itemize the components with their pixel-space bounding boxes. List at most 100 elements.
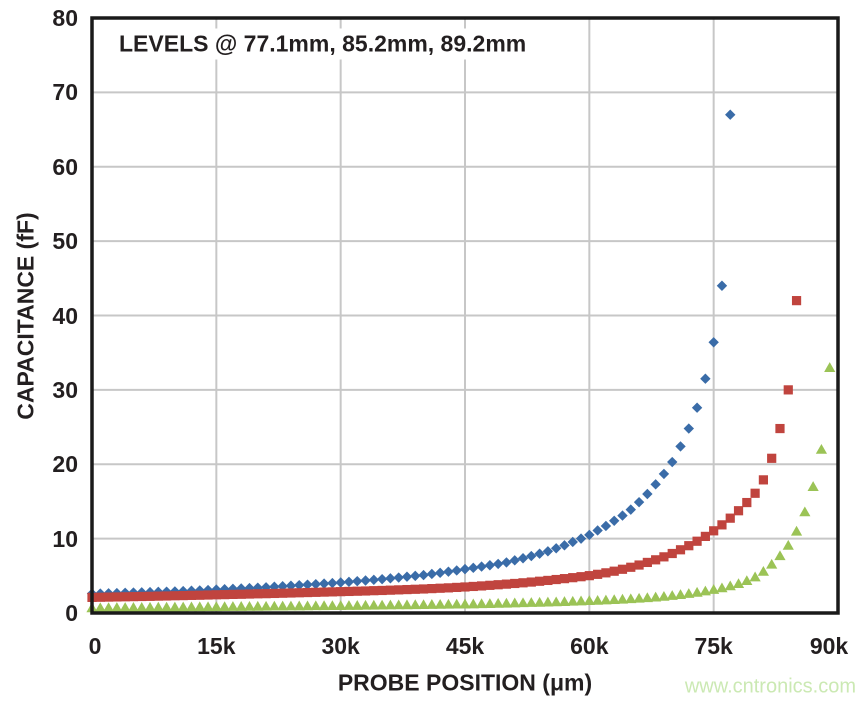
data-point-triangle [500, 597, 513, 608]
data-point-triangle [583, 595, 595, 606]
data-point-triangle [492, 597, 504, 608]
data-point-square [675, 545, 686, 555]
data-point-diamond [675, 441, 686, 452]
data-point-triangle [542, 596, 554, 607]
data-point-square [725, 513, 735, 523]
data-point-square [460, 582, 470, 592]
data-point-triangle [293, 600, 305, 611]
data-point-triangle [708, 584, 720, 594]
data-point-triangle [766, 558, 778, 569]
data-point-square [385, 585, 395, 595]
data-point-diamond [567, 536, 578, 548]
data-point-square [418, 584, 429, 594]
data-point-diamond [343, 576, 355, 588]
data-point-square [352, 586, 362, 596]
data-point-diamond [716, 280, 728, 291]
data-point-triangle [426, 599, 438, 609]
data-point-diamond [625, 504, 636, 515]
data-point-diamond [318, 578, 330, 589]
data-point-diamond [683, 423, 694, 434]
data-point-square [750, 488, 760, 498]
data-point-triangle [633, 592, 645, 603]
data-point-diamond [310, 578, 321, 590]
data-point-diamond [385, 573, 396, 584]
data-point-triangle [243, 600, 256, 611]
data-point-square [684, 541, 694, 551]
data-point-square [153, 591, 163, 601]
data-point-square [344, 586, 354, 597]
data-point-square [510, 578, 520, 589]
data-point-triangle [799, 506, 811, 517]
data-point-diamond [327, 577, 338, 589]
data-point-square [162, 591, 172, 601]
data-point-diamond [376, 573, 388, 585]
data-point-triangle [600, 594, 612, 605]
data-point-square [278, 588, 288, 598]
data-point-triangle [741, 575, 753, 586]
data-point-triangle [310, 600, 322, 611]
data-point-square [178, 590, 188, 601]
data-point-square [468, 581, 478, 592]
data-point-triangle [94, 602, 106, 613]
data-point-triangle [459, 598, 471, 609]
data-point-square [584, 571, 594, 581]
data-point-triangle [790, 525, 803, 536]
data-point-triangle [691, 586, 703, 597]
data-point-diamond [202, 584, 214, 596]
data-point-diamond [609, 515, 620, 526]
data-point-triangle [666, 590, 678, 600]
data-point-triangle [824, 362, 836, 372]
data-point-diamond [600, 520, 612, 532]
data-point-square [476, 581, 487, 591]
data-point-square [327, 587, 337, 597]
data-point-square [261, 589, 271, 599]
data-point-triangle [724, 580, 736, 591]
data-point-diamond [642, 488, 653, 500]
data-point-square [311, 587, 321, 597]
data-point-triangle [185, 601, 198, 612]
data-point-triangle [144, 601, 156, 612]
data-point-square [369, 586, 379, 596]
y-tick-label: 20 [52, 451, 78, 478]
data-point-diamond [708, 337, 719, 348]
data-point-diamond [277, 581, 288, 592]
data-point-square [294, 588, 304, 598]
data-point-triangle [608, 594, 620, 605]
data-point-diamond [617, 510, 628, 521]
data-point-triangle [550, 596, 562, 607]
data-point-triangle [509, 597, 521, 608]
data-point-triangle [210, 601, 222, 612]
data-point-square [95, 592, 105, 602]
data-point-diamond [244, 582, 255, 594]
data-point-square [526, 577, 536, 587]
x-tick-label: 45k [445, 633, 485, 659]
data-point-diamond [700, 373, 711, 384]
data-point-triangle [592, 594, 604, 605]
data-point-square [775, 423, 785, 434]
data-point-triangle [119, 602, 131, 612]
data-point-triangle [335, 600, 347, 610]
data-point-square [443, 583, 454, 593]
data-point-diamond [418, 569, 429, 581]
data-point-diamond [592, 525, 603, 536]
data-point-square [576, 572, 586, 582]
data-point-triangle [102, 602, 115, 613]
y-tick-label: 10 [52, 525, 78, 552]
data-point-triangle [111, 602, 123, 612]
data-point-square [236, 589, 246, 599]
data-point-triangle [409, 599, 421, 610]
data-point-square [120, 592, 130, 602]
data-point-diamond [658, 468, 670, 480]
data-point-square [427, 584, 437, 594]
data-point-square [634, 560, 644, 570]
x-tick-label: 90k [809, 633, 849, 659]
data-point-square [360, 586, 371, 596]
data-point-triangle [650, 591, 662, 602]
y-tick-label: 70 [52, 79, 78, 106]
data-point-triangle [451, 598, 463, 609]
data-point-square [410, 584, 420, 594]
data-point-triangle [658, 590, 670, 601]
x-axis-title: PROBE POSITION (μm) [337, 669, 593, 696]
data-point-square [128, 592, 139, 602]
data-point-square [535, 576, 545, 586]
